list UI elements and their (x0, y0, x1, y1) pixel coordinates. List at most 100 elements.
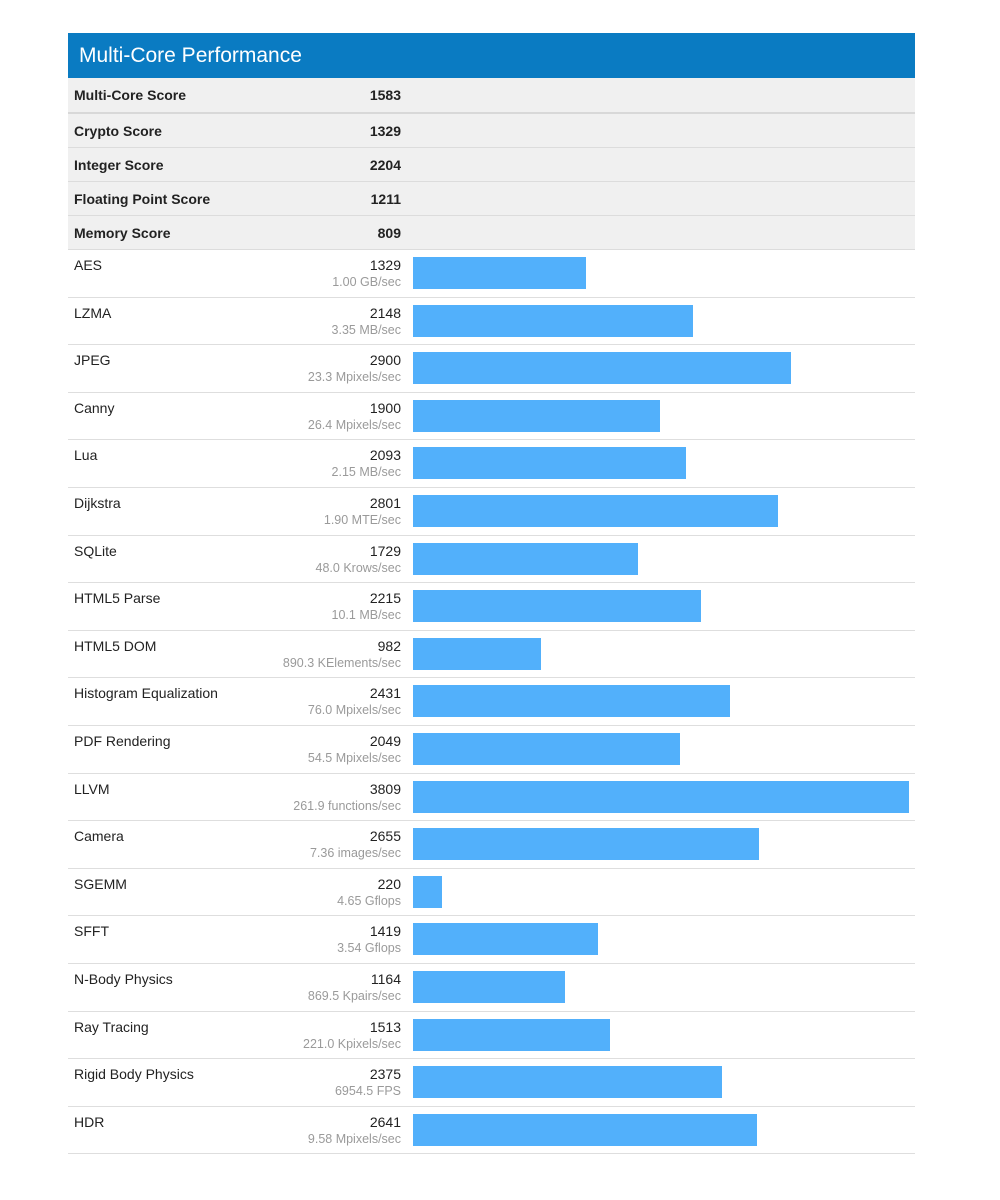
benchmark-score: 1729 (369, 542, 401, 559)
benchmark-detail: 4.65 Gflops (337, 893, 401, 908)
summary-value: 809 (377, 225, 401, 241)
summary-row: Integer Score 2204 (68, 148, 915, 182)
benchmark-detail: 7.36 images/sec (309, 846, 401, 861)
benchmark-row: Dijkstra 2801 1.90 MTE/sec (68, 488, 915, 536)
benchmark-name: Camera (74, 828, 124, 845)
summary-row: Multi-Core Score 1583 (68, 78, 915, 114)
benchmark-bar (413, 1066, 722, 1099)
benchmark-detail: 261.9 functions/sec (293, 798, 401, 813)
benchmark-bar (413, 399, 660, 432)
benchmark-name: SGEMM (74, 875, 127, 892)
summary-label: Floating Point Score (74, 191, 211, 207)
benchmark-row: Camera 2655 7.36 images/sec (68, 821, 915, 869)
benchmark-detail: 2.15 MB/sec (331, 465, 401, 480)
benchmark-score: 2900 (369, 352, 401, 369)
benchmark-chart: AES 1329 1.00 GB/sec LZMA 2148 3.35 MB/sec JPE… (68, 250, 915, 1155)
summary-row: Memory Score 809 (68, 216, 915, 250)
benchmark-score: 1513 (369, 1018, 401, 1035)
benchmark-detail: 221.0 Kpixels/sec (303, 1036, 401, 1051)
benchmark-score: 2148 (369, 304, 401, 321)
benchmark-score: 1329 (369, 257, 401, 273)
benchmark-score: 982 (377, 637, 401, 654)
benchmark-bar (413, 494, 778, 527)
benchmark-bar (413, 447, 686, 480)
benchmark-detail: 3.35 MB/sec (331, 322, 401, 337)
benchmark-detail: 26.4 Mpixels/sec (307, 417, 401, 432)
benchmark-name: HTML5 Parse (74, 590, 161, 607)
benchmark-name: Lua (74, 447, 98, 464)
summary-value: 1329 (369, 123, 401, 139)
benchmark-detail: 76.0 Mpixels/sec (307, 703, 401, 718)
summary-value: 1583 (369, 87, 401, 103)
benchmark-row: AES 1329 1.00 GB/sec (68, 250, 915, 298)
benchmark-detail: 23.3 Mpixels/sec (307, 370, 401, 385)
benchmark-bar (413, 1113, 757, 1146)
benchmark-row: SFFT 1419 3.54 Gflops (68, 916, 915, 964)
benchmark-bar (413, 1018, 610, 1051)
multi-core-performance-panel: Multi-Core Performance Multi-Core Score 1… (68, 33, 915, 1155)
summary-label: Memory Score (74, 225, 171, 241)
benchmark-row: N-Body Physics 1164 869.5 Kpairs/sec (68, 964, 915, 1012)
benchmark-detail: 6954.5 FPS (334, 1084, 401, 1099)
benchmark-bar (413, 780, 909, 813)
benchmark-name: SFFT (74, 923, 109, 940)
benchmark-row: HTML5 Parse 2215 10.1 MB/sec (68, 583, 915, 631)
benchmark-name: HDR (74, 1113, 105, 1130)
benchmark-name: SQLite (74, 542, 117, 559)
summary-label: Integer Score (74, 157, 164, 173)
benchmark-score: 3809 (369, 780, 401, 797)
benchmark-bar (413, 637, 541, 670)
benchmark-bar (413, 257, 586, 289)
summary-row: Crypto Score 1329 (68, 114, 915, 148)
benchmark-bar (413, 828, 759, 861)
benchmark-detail: 54.5 Mpixels/sec (307, 750, 401, 765)
benchmark-detail: 869.5 Kpairs/sec (307, 988, 401, 1003)
benchmark-bar (413, 732, 680, 765)
benchmark-row: Lua 2093 2.15 MB/sec (68, 440, 915, 488)
benchmark-score: 2375 (369, 1066, 401, 1083)
benchmark-score: 1900 (369, 399, 401, 416)
benchmark-name: Ray Tracing (74, 1018, 149, 1035)
benchmark-bar (413, 875, 442, 908)
summary-value: 2204 (369, 157, 401, 173)
benchmark-row: Ray Tracing 1513 221.0 Kpixels/sec (68, 1012, 915, 1060)
benchmark-bar (413, 304, 693, 337)
benchmark-detail: 9.58 Mpixels/sec (307, 1131, 401, 1146)
benchmark-name: PDF Rendering (74, 732, 171, 749)
benchmark-score: 220 (377, 875, 401, 892)
benchmark-detail: 48.0 Krows/sec (315, 560, 401, 575)
benchmark-name: Dijkstra (74, 494, 121, 511)
benchmark-name: Rigid Body Physics (74, 1066, 194, 1083)
benchmark-name: N-Body Physics (74, 970, 173, 987)
benchmark-row: Canny 1900 26.4 Mpixels/sec (68, 393, 915, 441)
benchmark-bar (413, 923, 598, 956)
benchmark-score: 2093 (369, 447, 401, 464)
benchmark-name: Histogram Equalization (74, 685, 218, 702)
benchmark-detail: 3.54 Gflops (337, 941, 401, 956)
benchmark-detail: 1.90 MTE/sec (323, 512, 401, 527)
benchmark-name: AES (74, 257, 103, 273)
benchmark-detail: 890.3 KElements/sec (282, 655, 401, 670)
summary-label: Multi-Core Score (74, 87, 187, 103)
benchmark-score: 2655 (369, 828, 401, 845)
panel-title: Multi-Core Performance (68, 33, 915, 78)
summary-table: Multi-Core Score 1583 Crypto Score 1329 Inte… (68, 78, 915, 250)
benchmark-name: JPEG (74, 352, 111, 369)
benchmark-row: SQLite 1729 48.0 Krows/sec (68, 536, 915, 584)
benchmark-bar (413, 590, 701, 623)
benchmark-row: HDR 2641 9.58 Mpixels/sec (68, 1107, 915, 1155)
benchmark-row: SGEMM 220 4.65 Gflops (68, 869, 915, 917)
benchmark-name: LZMA (74, 304, 112, 321)
summary-label: Crypto Score (74, 123, 162, 139)
summary-value: 1211 (370, 191, 401, 207)
benchmark-row: LZMA 2148 3.35 MB/sec (68, 298, 915, 346)
summary-row: Floating Point Score 1211 (68, 182, 915, 216)
benchmark-bar (413, 685, 730, 718)
benchmark-bar (413, 970, 565, 1003)
benchmark-row: PDF Rendering 2049 54.5 Mpixels/sec (68, 726, 915, 774)
benchmark-name: LLVM (74, 780, 110, 797)
benchmark-score: 2641 (369, 1113, 401, 1130)
benchmark-row: Rigid Body Physics 2375 6954.5 FPS (68, 1059, 915, 1107)
benchmark-score: 1419 (369, 923, 401, 940)
benchmark-row: JPEG 2900 23.3 Mpixels/sec (68, 345, 915, 393)
